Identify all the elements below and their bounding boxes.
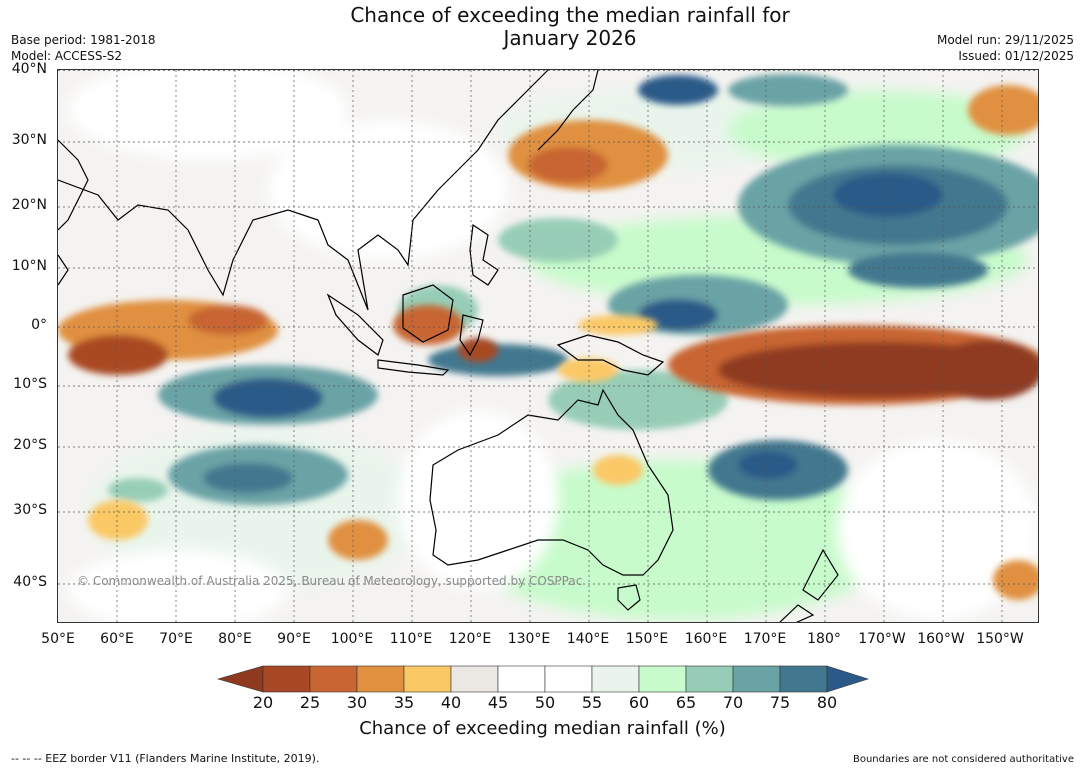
colorbar-tick-60: 60 <box>628 693 650 712</box>
model-run-text: Model run: 29/11/2025 <box>936 33 1074 47</box>
meta-left: Base period: 1981-2018 Model: ACCESS-S2 <box>11 32 156 64</box>
colorbar-tick-45: 45 <box>487 693 509 712</box>
colorbar-bin-30-35 <box>356 665 405 693</box>
colorbar-tick-35: 35 <box>393 693 415 712</box>
lon-label-100e: 100°E <box>330 631 374 647</box>
model-text: Model: ACCESS-S2 <box>11 49 123 63</box>
lon-label-160w: 160°W <box>917 631 965 647</box>
colorbar-tick-50: 50 <box>534 693 556 712</box>
lon-label-140e: 140°E <box>566 631 610 647</box>
colorbar-title: Chance of exceeding median rainfall (%) <box>359 718 726 739</box>
lat-label-10n: 10°N <box>11 258 47 274</box>
copyright-notice: © Commonwealth of Australia 2025, Bureau… <box>77 574 583 588</box>
colorbar-bin-35-40 <box>403 665 452 693</box>
lon-label-120e: 120°E <box>448 631 492 647</box>
map-title: Chance of exceeding the median rainfall … <box>300 4 840 50</box>
colorbar-low-arrow <box>216 665 264 693</box>
colorbar-bin-75-80 <box>779 665 828 693</box>
title-line-1: Chance of exceeding the median rainfall … <box>350 3 790 27</box>
colorbar-tick-75: 75 <box>769 693 791 712</box>
lat-label-20n: 20°N <box>11 197 47 213</box>
colorbar-bin-65-70 <box>685 665 734 693</box>
eez-border-note: -- -- -- EEZ border V11 (Flanders Marine… <box>11 752 320 765</box>
lon-label-150e: 150°E <box>625 631 669 647</box>
lat-label-0: 0° <box>31 317 47 333</box>
lon-label-90e: 90°E <box>277 631 311 647</box>
colorbar-bin-50-55 <box>544 665 593 693</box>
colorbar-tick-25: 25 <box>299 693 321 712</box>
lon-label-70e: 70°E <box>159 631 193 647</box>
coastlines <box>58 70 839 622</box>
colorbar-bin-70-75 <box>732 665 781 693</box>
rainfall-probability-map <box>57 69 1039 623</box>
colorbar-bin-25-30 <box>309 665 358 693</box>
lon-label-130e: 130°E <box>507 631 551 647</box>
lat-label-40n: 40°N <box>11 61 47 77</box>
dry-anomaly-regions <box>58 85 1038 600</box>
lon-label-110e: 110°E <box>389 631 433 647</box>
colorbar-tick-40: 40 <box>440 693 462 712</box>
colorbar <box>216 665 869 693</box>
colorbar-tick-65: 65 <box>675 693 697 712</box>
colorbar-bin-55-60 <box>591 665 640 693</box>
boundary-disclaimer: Boundaries are not considered authoritat… <box>852 754 1074 765</box>
title-line-2: January 2026 <box>503 26 637 50</box>
colorbar-bin-60-65 <box>638 665 687 693</box>
colorbar-bin-20-25 <box>262 665 311 693</box>
colorbar-tick-30: 30 <box>346 693 368 712</box>
meta-right: Model run: 29/11/2025 Issued: 01/12/2025 <box>937 32 1074 64</box>
lat-label-10s: 10°S <box>13 376 47 392</box>
lon-label-180: 180° <box>807 631 841 647</box>
lon-label-160e: 160°E <box>684 631 728 647</box>
colorbar-bin-45-50 <box>497 665 546 693</box>
lon-label-50e: 50°E <box>41 631 75 647</box>
graticule <box>58 70 1038 622</box>
issued-text: Issued: 01/12/2025 <box>958 49 1074 63</box>
colorbar-bin-40-45 <box>450 665 499 693</box>
lat-label-30n: 30°N <box>11 132 47 148</box>
lat-label-20s: 20°S <box>13 437 47 453</box>
lon-label-150w: 150°W <box>976 631 1024 647</box>
colorbar-tick-20: 20 <box>252 693 274 712</box>
base-period-text: Base period: 1981-2018 <box>11 33 156 47</box>
lon-label-170w: 170°W <box>858 631 906 647</box>
lon-label-60e: 60°E <box>100 631 134 647</box>
map-canvas <box>58 70 1038 622</box>
lon-label-80e: 80°E <box>218 631 252 647</box>
colorbar-tick-80: 80 <box>816 693 838 712</box>
lat-label-40s: 40°S <box>13 574 47 590</box>
lon-label-170e: 170°E <box>743 631 787 647</box>
colorbar-high-arrow <box>826 665 869 693</box>
lat-label-30s: 30°S <box>13 502 47 518</box>
colorbar-tick-55: 55 <box>581 693 603 712</box>
colorbar-tick-70: 70 <box>722 693 744 712</box>
